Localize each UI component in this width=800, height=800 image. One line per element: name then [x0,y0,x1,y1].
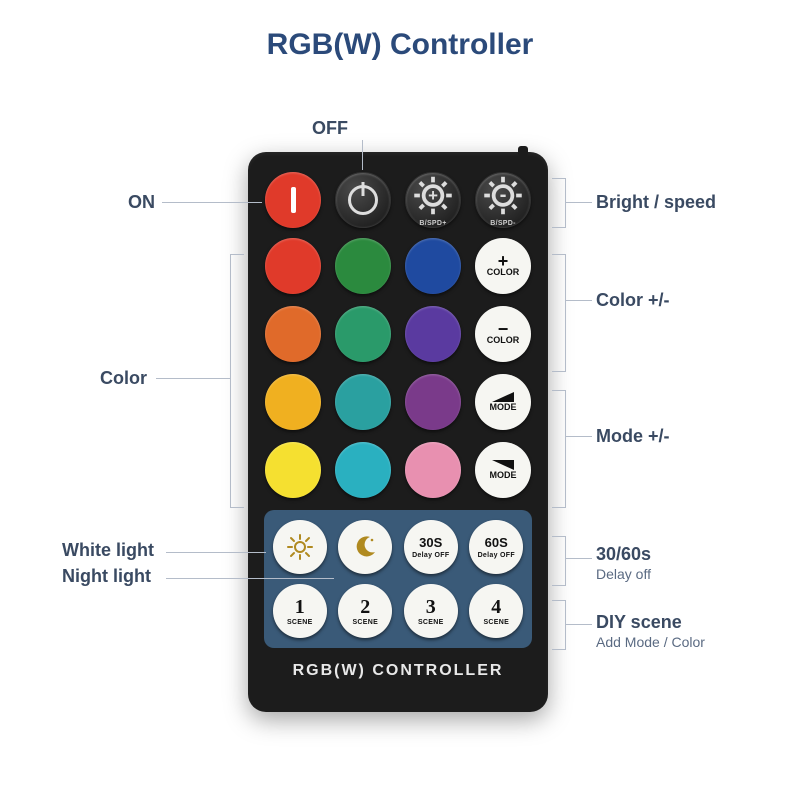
ir-nub [518,146,528,156]
delay-bracket [552,536,566,586]
scene4-sub: SCENE [483,619,509,626]
scene-3-button[interactable]: 3 SCENE [404,584,458,638]
on-icon [291,187,296,213]
scene2-sub: SCENE [352,619,378,626]
color-pm-line [566,300,592,301]
night-light-button[interactable] [338,520,392,574]
remote-body: + B/SPD+ - B/SPD- [248,152,548,712]
scene-4-button[interactable]: 4 SCENE [469,584,523,638]
color-pm-bracket [552,254,566,372]
bright-speed-down-button[interactable]: - B/SPD- [475,172,531,228]
top-row: + B/SPD+ - B/SPD- [264,172,532,228]
plus-icon: + [498,255,509,268]
scene3-num: 3 [426,597,436,617]
diagram-stage: + B/SPD+ - B/SPD- [0,0,800,800]
color-yellow-button[interactable] [265,442,321,498]
scene1-sub: SCENE [287,619,313,626]
mode-pm-callout: Mode +/- [596,426,670,447]
night-light-callout: Night light [62,566,151,587]
off-button[interactable] [335,172,391,228]
bspd-minus-label: B/SPD- [490,220,516,227]
mode-pm-line [566,436,592,437]
bright-speed-bracket [552,178,566,228]
off-line [362,140,363,170]
device-label: RGB(W) CONTROLLER [264,662,532,680]
color-green-button[interactable] [335,238,391,294]
mode-plus-label: MODE [490,402,517,412]
delay30-sub: Delay OFF [412,552,449,559]
gear-minus-icon: - [476,173,530,218]
delay-sub-callout: Delay off [596,566,651,582]
diy-callout: DIY scene [596,612,682,633]
on-line [162,202,262,203]
color-callout: Color [100,368,147,389]
bright-speed-up-button[interactable]: + B/SPD+ [405,172,461,228]
on-callout: ON [128,192,155,213]
color-blue-button[interactable] [405,238,461,294]
delay30-top: 30S [419,535,442,550]
mode-minus-button[interactable]: MODE [475,442,531,498]
off-callout: OFF [312,118,348,139]
color-pink-button[interactable] [405,442,461,498]
on-button[interactable] [265,172,321,228]
delay60-sub: Delay OFF [478,552,515,559]
color-teal-green-button[interactable] [335,306,391,362]
color-line [156,378,230,379]
white-light-callout: White light [62,540,154,561]
color-grid: + COLOR − COLOR MODE [264,238,532,498]
moon-icon [352,534,378,560]
scene4-num: 4 [491,597,501,617]
diy-bracket [552,600,566,650]
delay60-top: 60S [485,535,508,550]
bottom-panel: 30S Delay OFF 60S Delay OFF 1 SCENE 2 SC… [264,510,532,648]
color-minus-label: COLOR [487,335,520,345]
scene-1-button[interactable]: 1 SCENE [273,584,327,638]
night-light-line [166,578,334,579]
minus-icon: − [498,323,509,336]
bright-speed-line [566,202,592,203]
color-amber-button[interactable] [265,374,321,430]
diy-line [566,624,592,625]
color-plus-label: COLOR [487,267,520,277]
color-purple-button[interactable] [405,374,461,430]
color-red-button[interactable] [265,238,321,294]
power-icon [348,185,378,215]
bright-speed-callout: Bright / speed [596,192,716,213]
white-light-button[interactable] [273,520,327,574]
delay-callout: 30/60s [596,544,651,565]
color-teal-button[interactable] [335,374,391,430]
diy-sub-callout: Add Mode / Color [596,634,705,650]
bspd-plus-label: B/SPD+ [419,220,446,227]
white-light-line [166,552,266,553]
mode-plus-button[interactable]: MODE [475,374,531,430]
color-pm-callout: Color +/- [596,290,670,311]
color-violet-button[interactable] [405,306,461,362]
svg-text:-: - [500,183,507,206]
sun-icon [286,533,314,561]
scene3-sub: SCENE [418,619,444,626]
scene2-num: 2 [360,597,370,617]
mode-pm-bracket [552,390,566,508]
gear-plus-icon: + [406,173,460,218]
scene-2-button[interactable]: 2 SCENE [338,584,392,638]
color-bracket [230,254,244,508]
color-minus-button[interactable]: − COLOR [475,306,531,362]
wedge-up-icon [492,392,514,402]
delay-60s-button[interactable]: 60S Delay OFF [469,520,523,574]
color-orange-button[interactable] [265,306,321,362]
delay-30s-button[interactable]: 30S Delay OFF [404,520,458,574]
delay-line [566,558,592,559]
color-plus-button[interactable]: + COLOR [475,238,531,294]
svg-text:+: + [428,186,438,205]
color-cyan-button[interactable] [335,442,391,498]
wedge-down-icon [492,460,514,470]
scene1-num: 1 [295,597,305,617]
mode-minus-label: MODE [490,470,517,480]
